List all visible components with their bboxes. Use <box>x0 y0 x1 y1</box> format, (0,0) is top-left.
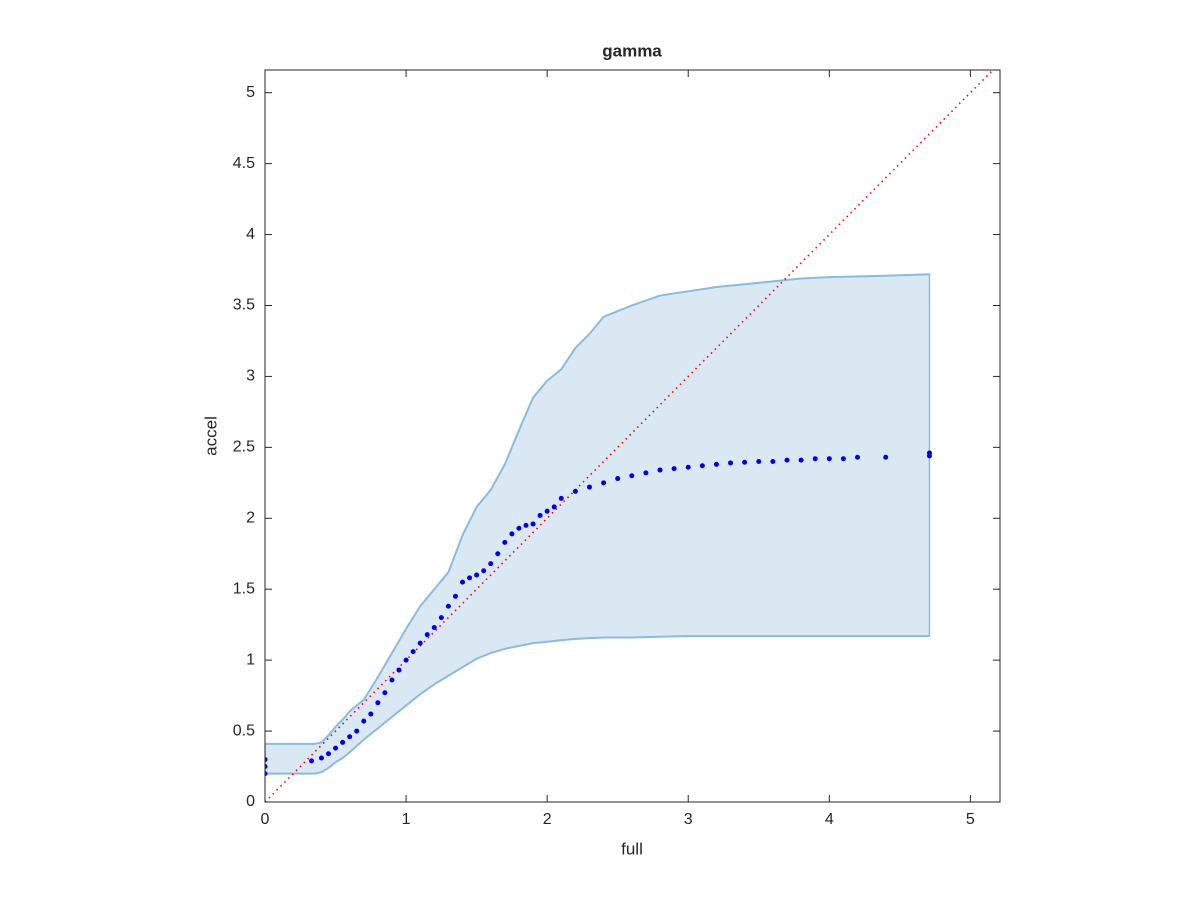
x-axis-label: full <box>621 839 643 858</box>
data-point <box>502 539 508 545</box>
data-point <box>601 480 607 486</box>
data-point <box>347 734 353 740</box>
data-point <box>826 456 832 462</box>
y-tick-label: 2 <box>246 509 255 526</box>
data-point <box>438 615 444 621</box>
x-tick-label: 3 <box>684 811 693 828</box>
data-point <box>883 454 889 460</box>
data-point <box>530 521 536 527</box>
data-point <box>265 764 268 770</box>
data-point <box>467 575 473 581</box>
x-tick-label: 1 <box>402 811 411 828</box>
data-point <box>474 572 480 578</box>
x-tick-label: 2 <box>543 811 552 828</box>
data-point <box>368 711 374 717</box>
data-point <box>770 459 776 465</box>
y-tick-label: 5 <box>246 84 255 101</box>
data-point <box>798 457 804 463</box>
data-point <box>375 700 381 706</box>
data-point <box>784 457 790 463</box>
axes-box <box>264 69 1001 803</box>
x-tick-label: 0 <box>261 811 270 828</box>
data-point <box>325 751 331 757</box>
data-point <box>840 456 846 462</box>
y-tick-label: 3.5 <box>233 297 255 314</box>
data-point <box>417 640 423 646</box>
data-point <box>403 657 409 663</box>
data-point <box>516 525 522 531</box>
data-point <box>431 625 437 631</box>
x-tick-label: 4 <box>825 811 834 828</box>
data-point <box>643 470 649 476</box>
data-point <box>523 522 529 528</box>
data-point <box>855 454 861 460</box>
data-point <box>615 476 621 482</box>
y-tick-label: 0 <box>246 793 255 810</box>
data-point <box>812 456 818 462</box>
band-upper <box>265 273 930 745</box>
data-point <box>728 460 734 466</box>
data-point <box>318 755 324 761</box>
data-point <box>265 756 268 762</box>
data-point <box>537 512 543 518</box>
y-axis-label: accel <box>201 416 220 456</box>
data-point <box>396 667 402 673</box>
data-point <box>488 561 494 567</box>
y-tick-label: 0.5 <box>233 722 255 739</box>
data-point <box>586 484 592 490</box>
data-point <box>926 450 932 456</box>
data-point <box>265 771 268 777</box>
data-point <box>756 459 762 465</box>
data-point <box>713 461 719 467</box>
data-point <box>509 531 515 537</box>
y-tick-label: 4 <box>246 226 255 243</box>
y-tick-label: 2.5 <box>233 439 255 456</box>
plot-content <box>265 70 994 802</box>
data-point <box>389 677 395 683</box>
y-tick-label: 1 <box>246 651 255 668</box>
data-point <box>410 649 416 655</box>
data-point <box>452 593 458 599</box>
x-tick-label: 5 <box>966 811 975 828</box>
data-point <box>309 758 315 764</box>
data-point <box>685 464 691 470</box>
band-lower <box>265 635 930 775</box>
data-point <box>544 508 550 514</box>
data-point <box>340 739 346 745</box>
data-point <box>481 568 487 574</box>
data-point <box>657 467 663 473</box>
y-tick-label: 3 <box>246 368 255 385</box>
data-point <box>699 463 705 469</box>
data-point <box>558 495 564 501</box>
data-point <box>354 728 360 734</box>
y-tick-label: 4.5 <box>233 155 255 172</box>
data-point <box>572 488 578 494</box>
data-point <box>460 579 466 585</box>
data-point <box>629 473 635 479</box>
data-point <box>424 632 430 638</box>
data-point <box>551 504 557 510</box>
data-point <box>445 603 451 609</box>
data-point <box>361 718 367 724</box>
y-tick-label: 1.5 <box>233 580 255 597</box>
data-point <box>333 745 339 751</box>
data-point <box>671 466 677 472</box>
data-point <box>382 690 388 696</box>
data-point <box>495 551 501 557</box>
chart-title: gamma <box>602 41 662 60</box>
data-point <box>742 459 748 465</box>
